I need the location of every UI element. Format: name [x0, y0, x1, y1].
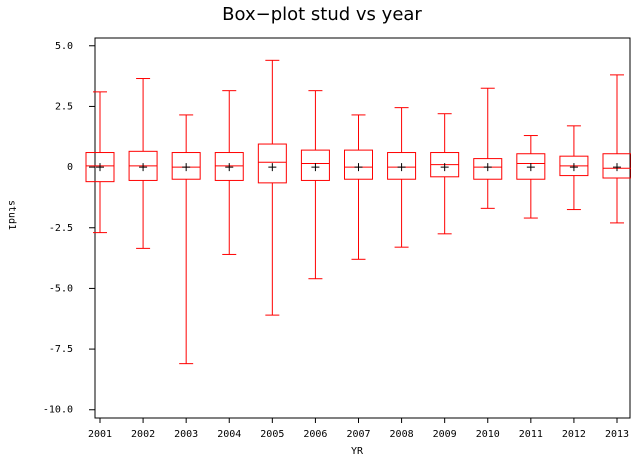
x-axis-label: YR: [351, 446, 364, 457]
x-tick-label: 2005: [260, 429, 284, 440]
x-tick-label: 2007: [346, 429, 370, 440]
plot-frame: [94, 37, 631, 419]
y-tick-label: 5.0: [55, 41, 73, 52]
x-tick-label: 2003: [174, 429, 198, 440]
mean-marker: [311, 163, 320, 172]
y-axis-label: stud1: [6, 200, 17, 230]
x-tick-label: 2012: [562, 429, 586, 440]
box: [300, 149, 330, 181]
y-tick-label: -7.5: [49, 344, 73, 355]
y-tick-label: -10.0: [43, 405, 73, 416]
mean-marker: [182, 163, 191, 172]
box: [473, 158, 503, 180]
x-tick-label: 2009: [433, 429, 457, 440]
chart-title: Box−plot stud vs year: [222, 4, 422, 25]
mean-marker: [397, 163, 406, 172]
mean-marker: [569, 163, 578, 172]
x-tick-label: 2002: [131, 429, 155, 440]
mean-marker: [613, 163, 621, 172]
mean-marker: [139, 163, 148, 172]
mean-marker: [354, 163, 363, 172]
box: [257, 143, 287, 184]
box: [171, 152, 201, 180]
box: [516, 153, 546, 180]
mean-marker: [225, 163, 234, 172]
mean-marker: [96, 163, 104, 172]
box: [85, 152, 115, 183]
mean-marker: [440, 163, 449, 172]
box: [344, 149, 373, 180]
mean-marker: [483, 163, 492, 172]
x-tick-label: 2008: [390, 429, 414, 440]
x-tick-label: 2010: [476, 429, 500, 440]
x-tick-label: 2004: [217, 429, 241, 440]
x-tick-label: 2013: [605, 429, 629, 440]
mean-marker: [526, 163, 535, 172]
box: [387, 152, 417, 180]
y-tick-label: 0: [67, 162, 73, 173]
x-tick-label: 2011: [519, 429, 543, 440]
box: [602, 153, 631, 179]
y-tick-label: 2.5: [55, 101, 73, 112]
mean-marker: [268, 163, 277, 172]
box: [214, 152, 244, 181]
x-tick-label: 2006: [303, 429, 327, 440]
x-tick-label: 2001: [88, 429, 112, 440]
y-tick-label: -5.0: [49, 283, 73, 294]
y-tick-label: -2.5: [49, 223, 73, 234]
